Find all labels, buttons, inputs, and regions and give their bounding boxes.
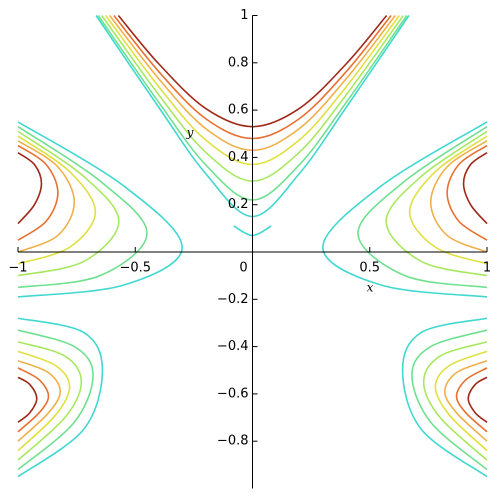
- x-axis-label: x: [367, 281, 374, 295]
- y-tick-label: −0.2: [217, 292, 249, 307]
- contour-line: [17, 144, 59, 241]
- contour-line: [462, 152, 488, 225]
- y-tick-label: 0.8: [228, 55, 249, 70]
- contour-line: [446, 144, 488, 241]
- y-tick-label: 0.6: [228, 103, 249, 118]
- y-axis-label: y: [186, 126, 194, 140]
- contour-line: [17, 130, 120, 277]
- contour-line: [434, 350, 488, 452]
- y-tick-label: 0.2: [228, 197, 249, 212]
- x-tick-label: 1: [483, 261, 491, 276]
- contour-line: [401, 317, 488, 478]
- x-tick-label: 0.5: [359, 261, 380, 276]
- x-tick-label: −0.5: [119, 261, 151, 276]
- contour-line: [17, 360, 62, 442]
- contour-line: [17, 317, 104, 478]
- contour-line: [17, 135, 97, 265]
- contour-line: [17, 121, 183, 298]
- contour-line: [322, 121, 488, 298]
- x-tick-label: −1: [8, 261, 27, 276]
- contour-line: [467, 376, 488, 423]
- contours: [17, 14, 488, 478]
- contour-line: [17, 329, 94, 471]
- contour-line: [429, 140, 488, 253]
- contour-line: [17, 350, 71, 452]
- y-tick-label: −0.4: [217, 339, 249, 354]
- y-tick-label: 1: [240, 8, 248, 23]
- contour-line: [455, 367, 488, 433]
- contour-line: [17, 140, 76, 253]
- y-tick-label: 0.4: [228, 150, 249, 165]
- y-tick-label: −0.6: [217, 386, 249, 401]
- contour-line: [17, 125, 148, 289]
- contour-line: [443, 360, 488, 442]
- contour-line: [422, 341, 488, 461]
- contour-line: [17, 367, 50, 433]
- contour-line: [17, 376, 38, 423]
- contour-line: [385, 130, 488, 277]
- x-tick-label: 0: [239, 261, 247, 276]
- axes: −1 −0.5 0 0.5 1 −0.8 −0.6 −0.4 −0.2 0.2 0.4 0.6 0.8 1: [8, 8, 491, 489]
- y-tick-label: −0.8: [217, 434, 249, 449]
- contour-line: [17, 152, 43, 225]
- contour-line: [357, 125, 488, 289]
- contour-line: [411, 329, 488, 471]
- contour-line: [17, 341, 83, 461]
- contour-line: [408, 135, 488, 265]
